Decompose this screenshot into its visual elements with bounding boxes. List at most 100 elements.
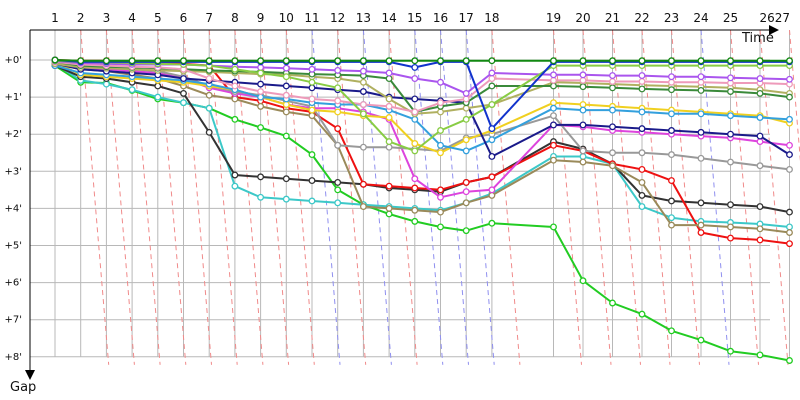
data-point xyxy=(154,93,162,101)
data-point xyxy=(756,89,764,97)
data-point xyxy=(697,229,705,236)
data-point xyxy=(579,121,587,129)
data-point xyxy=(786,115,793,123)
data-point xyxy=(385,182,393,190)
data-point xyxy=(385,143,393,151)
guide-line xyxy=(183,29,212,365)
data-point xyxy=(385,210,393,218)
data-point xyxy=(668,73,675,81)
data-point xyxy=(727,112,734,120)
guide-line xyxy=(465,29,495,365)
data-point xyxy=(488,69,496,77)
series-line xyxy=(51,56,793,65)
data-point xyxy=(282,82,290,90)
data-point xyxy=(609,57,616,65)
data-point xyxy=(411,147,419,155)
data-point xyxy=(282,64,290,72)
y-tick-label: +1' xyxy=(5,92,23,103)
data-point xyxy=(727,57,734,65)
data-point xyxy=(756,203,764,210)
x-tick-label: 15 xyxy=(407,11,422,25)
data-point xyxy=(411,63,419,71)
data-point xyxy=(359,203,367,210)
data-point xyxy=(638,78,646,85)
x-tick-label: 9 xyxy=(257,11,265,25)
data-point xyxy=(668,214,675,222)
data-point xyxy=(550,76,557,84)
guide-line xyxy=(157,29,187,365)
data-point xyxy=(231,171,239,179)
series-line xyxy=(51,62,793,364)
data-point xyxy=(727,223,734,231)
x-tick-label: 4 xyxy=(128,11,136,25)
data-point xyxy=(51,56,59,64)
data-point xyxy=(488,101,496,108)
data-point xyxy=(231,82,239,90)
data-point xyxy=(385,114,393,121)
x-tick-label: 19 xyxy=(546,11,561,25)
x-tick-label: 13 xyxy=(356,11,371,25)
y-tick-label: +0' xyxy=(5,55,23,66)
data-point xyxy=(786,151,793,159)
data-point xyxy=(697,128,705,136)
data-point xyxy=(697,154,705,162)
data-point xyxy=(638,310,646,318)
data-point xyxy=(180,99,187,107)
data-point xyxy=(756,57,764,65)
data-point xyxy=(488,186,496,194)
y-tick-label: +4' xyxy=(5,203,23,214)
data-point xyxy=(697,86,705,94)
data-point xyxy=(359,180,367,188)
data-point xyxy=(308,112,316,120)
data-point xyxy=(462,95,470,103)
data-point xyxy=(786,165,793,173)
axes xyxy=(25,25,779,380)
data-point xyxy=(359,143,367,151)
guide-line xyxy=(260,29,290,365)
data-point xyxy=(579,147,587,155)
data-point xyxy=(727,234,734,242)
x-tick-label: 7 xyxy=(205,11,213,25)
data-point xyxy=(488,219,496,227)
data-point xyxy=(579,277,587,285)
data-point xyxy=(334,66,342,74)
data-point xyxy=(550,156,557,164)
data-point xyxy=(579,158,587,166)
x-tick-label: 14 xyxy=(381,11,396,25)
data-point xyxy=(638,203,646,210)
data-point xyxy=(727,201,734,209)
guide-line xyxy=(80,29,110,365)
data-point xyxy=(697,78,705,86)
data-point xyxy=(668,151,675,159)
data-point xyxy=(257,63,265,71)
x-tick-label: 1 xyxy=(51,11,59,25)
data-point xyxy=(727,74,734,82)
data-point xyxy=(756,351,764,359)
data-point xyxy=(231,115,239,123)
series-line xyxy=(51,58,793,116)
data-point xyxy=(609,84,616,92)
guide-line xyxy=(612,29,641,365)
data-point xyxy=(727,158,734,166)
data-point xyxy=(579,101,587,108)
data-point xyxy=(437,57,444,65)
data-point xyxy=(385,75,393,82)
data-point xyxy=(437,127,444,134)
data-point xyxy=(697,221,705,229)
data-point xyxy=(638,108,646,116)
data-point xyxy=(282,175,290,183)
data-point xyxy=(638,149,646,157)
x-tick-label: 8 xyxy=(231,11,239,25)
data-point xyxy=(334,141,342,149)
x-axis-arrow xyxy=(769,25,779,35)
data-point xyxy=(579,106,587,114)
data-point xyxy=(756,114,764,121)
guide-line xyxy=(582,29,612,365)
data-point xyxy=(205,128,213,136)
data-point xyxy=(205,104,213,112)
data-point xyxy=(359,57,367,65)
data-point xyxy=(488,136,496,144)
data-point xyxy=(411,95,419,103)
data-point xyxy=(488,125,496,133)
